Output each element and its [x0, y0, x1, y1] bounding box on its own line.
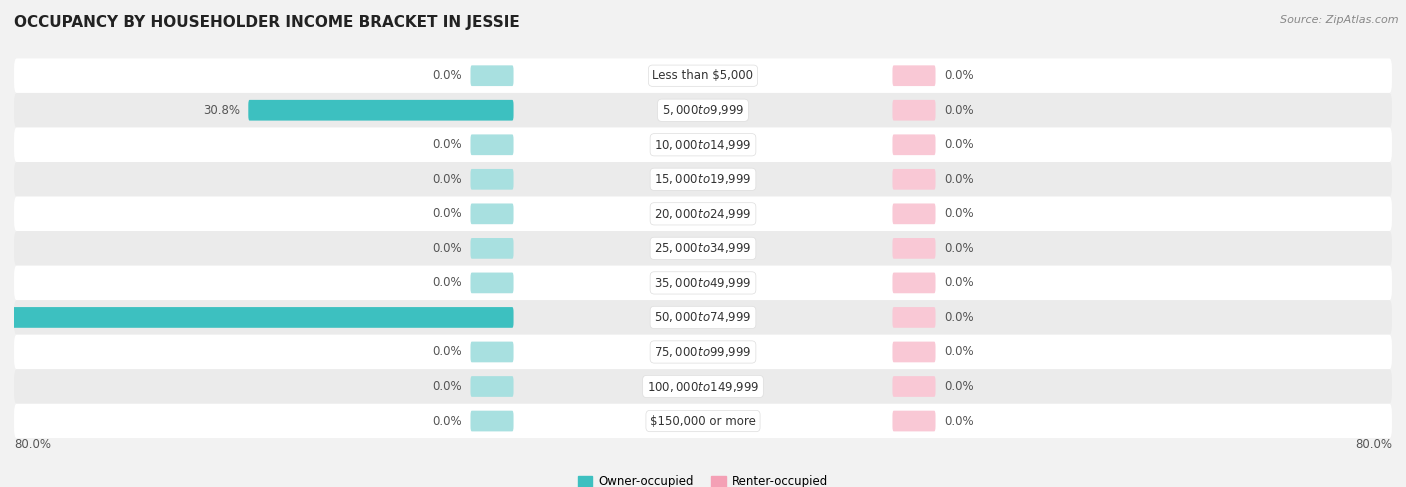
- FancyBboxPatch shape: [893, 411, 935, 431]
- Text: $15,000 to $19,999: $15,000 to $19,999: [654, 172, 752, 187]
- FancyBboxPatch shape: [14, 404, 1392, 438]
- Text: 0.0%: 0.0%: [945, 414, 974, 428]
- FancyBboxPatch shape: [893, 169, 935, 189]
- Text: 80.0%: 80.0%: [1355, 438, 1392, 451]
- FancyBboxPatch shape: [14, 162, 1392, 197]
- FancyBboxPatch shape: [893, 307, 935, 328]
- Text: $75,000 to $99,999: $75,000 to $99,999: [654, 345, 752, 359]
- FancyBboxPatch shape: [14, 58, 1392, 93]
- Text: 0.0%: 0.0%: [945, 138, 974, 151]
- FancyBboxPatch shape: [471, 169, 513, 189]
- Text: 0.0%: 0.0%: [432, 242, 461, 255]
- FancyBboxPatch shape: [14, 128, 1392, 162]
- FancyBboxPatch shape: [471, 134, 513, 155]
- Text: 0.0%: 0.0%: [945, 104, 974, 117]
- Text: $100,000 to $149,999: $100,000 to $149,999: [647, 379, 759, 393]
- Text: 0.0%: 0.0%: [945, 380, 974, 393]
- Text: 0.0%: 0.0%: [432, 277, 461, 289]
- Text: 0.0%: 0.0%: [432, 173, 461, 186]
- FancyBboxPatch shape: [14, 197, 1392, 231]
- Legend: Owner-occupied, Renter-occupied: Owner-occupied, Renter-occupied: [574, 471, 832, 487]
- FancyBboxPatch shape: [893, 134, 935, 155]
- FancyBboxPatch shape: [14, 93, 1392, 128]
- Text: 0.0%: 0.0%: [432, 414, 461, 428]
- FancyBboxPatch shape: [471, 65, 513, 86]
- FancyBboxPatch shape: [14, 300, 1392, 335]
- FancyBboxPatch shape: [893, 204, 935, 224]
- FancyBboxPatch shape: [0, 307, 513, 328]
- FancyBboxPatch shape: [471, 341, 513, 362]
- FancyBboxPatch shape: [14, 265, 1392, 300]
- FancyBboxPatch shape: [893, 376, 935, 397]
- Text: 80.0%: 80.0%: [14, 438, 51, 451]
- Text: 0.0%: 0.0%: [945, 311, 974, 324]
- FancyBboxPatch shape: [471, 376, 513, 397]
- Text: 0.0%: 0.0%: [945, 207, 974, 220]
- Text: $5,000 to $9,999: $5,000 to $9,999: [662, 103, 744, 117]
- Text: $10,000 to $14,999: $10,000 to $14,999: [654, 138, 752, 152]
- Text: $35,000 to $49,999: $35,000 to $49,999: [654, 276, 752, 290]
- FancyBboxPatch shape: [471, 411, 513, 431]
- FancyBboxPatch shape: [893, 273, 935, 293]
- FancyBboxPatch shape: [471, 204, 513, 224]
- FancyBboxPatch shape: [471, 238, 513, 259]
- FancyBboxPatch shape: [893, 100, 935, 121]
- Text: 0.0%: 0.0%: [432, 207, 461, 220]
- Text: 0.0%: 0.0%: [945, 69, 974, 82]
- Text: $50,000 to $74,999: $50,000 to $74,999: [654, 310, 752, 324]
- FancyBboxPatch shape: [893, 238, 935, 259]
- FancyBboxPatch shape: [249, 100, 513, 121]
- Text: $20,000 to $24,999: $20,000 to $24,999: [654, 207, 752, 221]
- FancyBboxPatch shape: [893, 65, 935, 86]
- FancyBboxPatch shape: [471, 273, 513, 293]
- FancyBboxPatch shape: [14, 335, 1392, 369]
- FancyBboxPatch shape: [893, 341, 935, 362]
- Text: 30.8%: 30.8%: [202, 104, 239, 117]
- Text: 0.0%: 0.0%: [945, 242, 974, 255]
- Text: 0.0%: 0.0%: [432, 69, 461, 82]
- Text: 0.0%: 0.0%: [432, 138, 461, 151]
- FancyBboxPatch shape: [14, 231, 1392, 265]
- Text: 0.0%: 0.0%: [945, 277, 974, 289]
- Text: OCCUPANCY BY HOUSEHOLDER INCOME BRACKET IN JESSIE: OCCUPANCY BY HOUSEHOLDER INCOME BRACKET …: [14, 15, 520, 30]
- Text: 0.0%: 0.0%: [432, 380, 461, 393]
- FancyBboxPatch shape: [14, 369, 1392, 404]
- Text: 0.0%: 0.0%: [945, 345, 974, 358]
- Text: Less than $5,000: Less than $5,000: [652, 69, 754, 82]
- Text: $150,000 or more: $150,000 or more: [650, 414, 756, 428]
- Text: 0.0%: 0.0%: [432, 345, 461, 358]
- Text: Source: ZipAtlas.com: Source: ZipAtlas.com: [1281, 15, 1399, 25]
- Text: $25,000 to $34,999: $25,000 to $34,999: [654, 242, 752, 255]
- Text: 0.0%: 0.0%: [945, 173, 974, 186]
